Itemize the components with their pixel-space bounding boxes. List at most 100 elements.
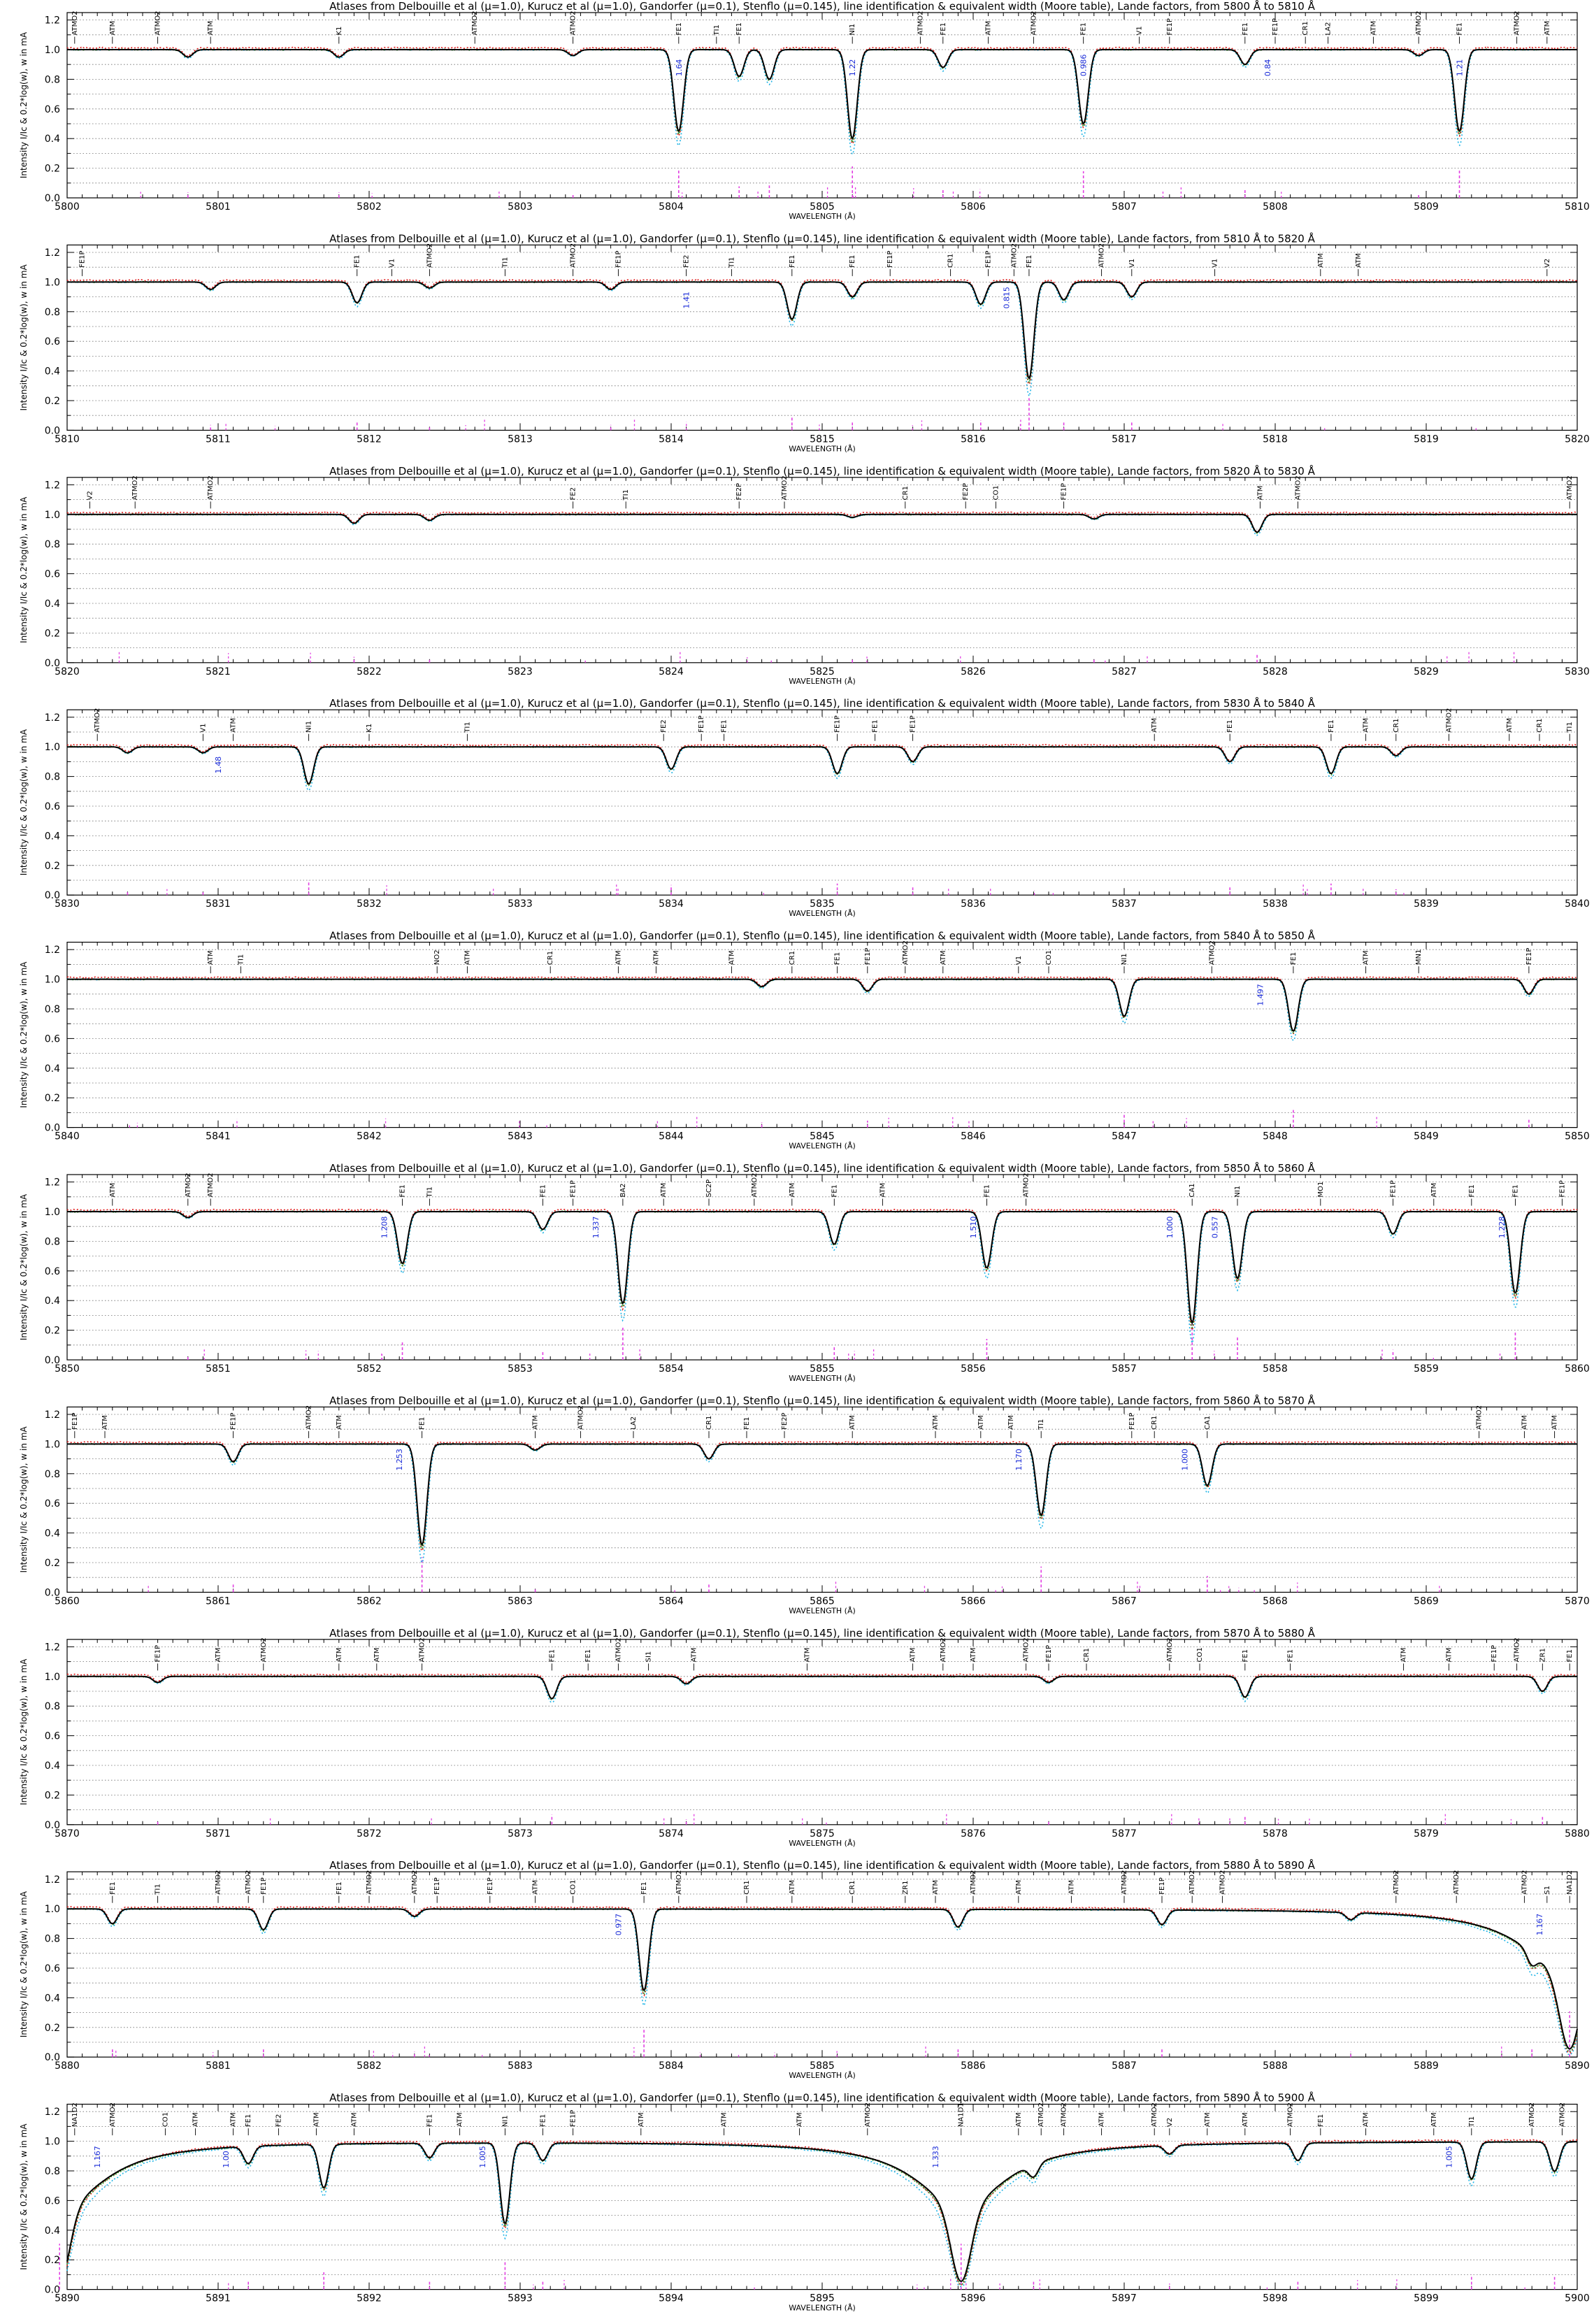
line-id-label: FE1P bbox=[433, 1877, 441, 1894]
y-tick-label: 1.2 bbox=[45, 15, 60, 27]
x-tick-label: 5820 bbox=[55, 666, 80, 677]
line-id-label: TI1 bbox=[1468, 2116, 1476, 2128]
spectrum-stenflo bbox=[66, 977, 1578, 1042]
line-id-label: ATMO2 bbox=[1294, 475, 1302, 500]
line-id-label: FE2 bbox=[570, 487, 577, 500]
spectrum-kurucz bbox=[66, 48, 1578, 144]
line-id-label: ATM bbox=[1068, 1880, 1075, 1895]
line-id-label: FE1 bbox=[1242, 22, 1249, 35]
x-tick-label: 5825 bbox=[810, 666, 835, 677]
line-id-label: ATMO2 bbox=[1037, 2102, 1045, 2127]
line-id-label: FE1P bbox=[155, 1645, 162, 1662]
x-tick-label: 5806 bbox=[961, 201, 986, 213]
line-id-label: NO2 bbox=[433, 949, 441, 965]
panel-title: Atlases from Delbouille et al (μ=1.0), K… bbox=[329, 2091, 1315, 2104]
line-id-label: ATMO2 bbox=[570, 10, 577, 35]
spectrum-kurucz bbox=[66, 1907, 1578, 2053]
line-id-label: FE1 bbox=[539, 1184, 547, 1197]
lande-factor: 0.84 bbox=[1263, 59, 1272, 77]
spectrum-gandorfer bbox=[66, 2139, 1578, 2286]
line-id-label: TI1 bbox=[1566, 722, 1574, 733]
atlas-panel-7: Atlases from Delbouille et al (μ=1.0), K… bbox=[19, 1393, 1590, 1615]
spectrum-delbouille bbox=[67, 978, 1577, 1033]
line-id-label: ATMO2 bbox=[131, 475, 139, 500]
line-id-label: FE1 bbox=[940, 22, 947, 35]
lande-factor: 1.337 bbox=[591, 1217, 601, 1239]
line-id-label: ATM bbox=[721, 2112, 728, 2127]
x-axis-label: WAVELENGTH (Å) bbox=[789, 1606, 856, 1615]
line-id-label: ATMO2 bbox=[155, 10, 162, 35]
spectrum-delbouille bbox=[67, 1908, 1578, 2050]
lande-factor: 0.815 bbox=[1003, 287, 1012, 309]
line-id-label: FE2P bbox=[735, 483, 743, 500]
line-id-label: ATM bbox=[1317, 253, 1325, 268]
line-id-label: V2 bbox=[86, 491, 94, 500]
plot-frame bbox=[66, 941, 1578, 1128]
line-id-label: ATM bbox=[879, 1183, 886, 1198]
plot-frame bbox=[66, 12, 1578, 199]
line-id-label: FE1 bbox=[834, 952, 842, 965]
line-id-label: FE1P bbox=[834, 715, 842, 732]
y-tick-label: 0.0 bbox=[45, 425, 60, 436]
line-id-label: FE1P bbox=[230, 1412, 238, 1429]
x-tick-label: 5810 bbox=[1565, 201, 1590, 213]
x-tick-label: 5831 bbox=[206, 898, 231, 910]
atlas-panel-8: Atlases from Delbouille et al (μ=1.0), K… bbox=[19, 1626, 1590, 1848]
y-tick-label: 0.8 bbox=[45, 1004, 60, 1015]
x-tick-label: 5870 bbox=[1565, 1595, 1590, 1607]
x-tick-label: 5824 bbox=[659, 666, 684, 677]
y-tick-label: 0.4 bbox=[45, 1063, 60, 1075]
line-id-label: FE1P bbox=[487, 1877, 494, 1894]
line-id-label: FE1P bbox=[1045, 1645, 1053, 1662]
x-tick-label: 5898 bbox=[1263, 2293, 1288, 2304]
lande-factor: 1.253 bbox=[395, 1449, 404, 1471]
x-tick-label: 5854 bbox=[659, 1363, 684, 1375]
spectrum-stenflo bbox=[66, 512, 1578, 536]
line-id-label: ATM bbox=[1363, 2112, 1370, 2127]
y-tick-label: 0.2 bbox=[45, 1558, 60, 1569]
y-tick-label: 0.8 bbox=[45, 1236, 60, 1247]
spectrum-kurucz bbox=[66, 512, 1578, 534]
spectrum-gandorfer bbox=[66, 1440, 1578, 1552]
line-id-label: ATM bbox=[1098, 2112, 1106, 2127]
line-id-label: ATMO2 bbox=[781, 475, 789, 500]
lande-factor: 0.986 bbox=[1079, 55, 1089, 77]
y-tick-label: 1.2 bbox=[45, 248, 60, 259]
x-axis-label: WAVELENGTH (Å) bbox=[789, 212, 856, 221]
x-tick-label: 5891 bbox=[206, 2293, 231, 2304]
line-id-label: ATMO2 bbox=[1393, 1870, 1400, 1895]
line-id-label: ATMO2 bbox=[1023, 1172, 1031, 1197]
x-tick-label: 5828 bbox=[1263, 666, 1288, 677]
y-tick-label: 0.4 bbox=[45, 134, 60, 145]
x-tick-label: 5840 bbox=[1565, 898, 1590, 910]
y-tick-label: 0.0 bbox=[45, 193, 60, 204]
x-tick-label: 5841 bbox=[206, 1131, 231, 1142]
y-tick-label: 0.8 bbox=[45, 1934, 60, 1945]
line-id-label: ATMO2 bbox=[1514, 1637, 1521, 1662]
spectrum-stenflo bbox=[66, 745, 1578, 791]
line-id-label: CR1 bbox=[705, 1416, 713, 1430]
x-axis-label: WAVELENGTH (Å) bbox=[789, 1839, 856, 1848]
x-tick-label: 5834 bbox=[659, 898, 684, 910]
x-tick-label: 5814 bbox=[659, 433, 684, 445]
line-id-label: CO1 bbox=[161, 2112, 169, 2127]
y-tick-label: 0.0 bbox=[45, 1355, 60, 1366]
line-id-label: LA2 bbox=[630, 1416, 638, 1430]
line-id-label: FE1P bbox=[985, 250, 993, 267]
y-tick-label: 0.8 bbox=[45, 772, 60, 783]
line-id-label: FE2 bbox=[660, 719, 668, 732]
line-id-label: ATM bbox=[1007, 1415, 1015, 1430]
line-id-label: FE1P bbox=[615, 250, 622, 267]
x-tick-label: 5846 bbox=[961, 1131, 986, 1142]
line-id-label: ATM bbox=[230, 718, 238, 733]
line-id-label: CR1 bbox=[1083, 1648, 1091, 1662]
x-tick-label: 5818 bbox=[1263, 433, 1288, 445]
line-id-label: ATM bbox=[970, 1648, 977, 1663]
plot-frame bbox=[66, 1174, 1578, 1361]
x-tick-label: 5867 bbox=[1112, 1595, 1137, 1607]
x-tick-label: 5876 bbox=[961, 1828, 986, 1839]
line-id-label: TI1 bbox=[713, 24, 721, 36]
line-id-label: CO1 bbox=[992, 485, 1000, 500]
x-tick-label: 5850 bbox=[1565, 1131, 1590, 1142]
line-id-label: ATMO2 bbox=[1415, 10, 1423, 35]
